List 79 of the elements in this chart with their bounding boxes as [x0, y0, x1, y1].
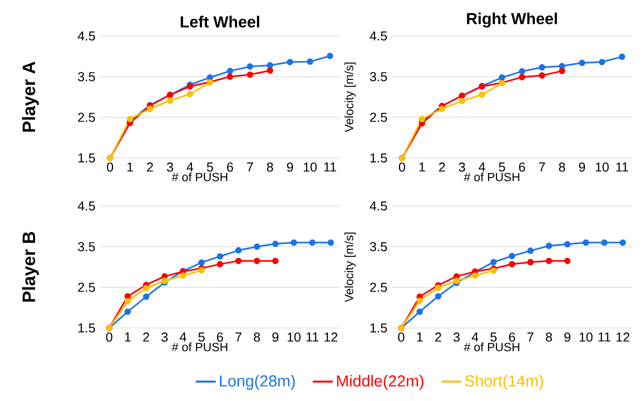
x-tick-label: 10	[288, 332, 301, 342]
x-tick-label: 7	[528, 332, 534, 342]
x-tick-label: 2	[147, 162, 153, 172]
x-tick-label: 5	[490, 332, 497, 342]
x-tick-label: 8	[546, 332, 552, 342]
y-tick-label: 2.5	[370, 282, 387, 292]
x-tick-label: 11	[598, 332, 610, 342]
y-tick-label: 3.5	[370, 72, 387, 82]
x-tick-label: 7	[236, 332, 242, 342]
y-tick-label: 4.5	[78, 31, 95, 41]
x-tick-label: 9	[287, 162, 293, 172]
y-tick-label: 1.5	[370, 153, 387, 163]
x-tick-label: 5	[198, 332, 205, 342]
x-tick-label: 3	[458, 162, 466, 172]
x-tick-label: 6	[227, 162, 234, 172]
x-tick-label: 8	[558, 162, 566, 172]
x-tick-label: 0	[398, 162, 406, 172]
x-tick-label: 1	[417, 332, 423, 342]
y-tick-label: 2.5	[78, 282, 95, 292]
x-axis-title: # of PUSH	[464, 172, 520, 182]
x-tick-label: 0	[398, 332, 404, 342]
y-tick-label: 2.5	[78, 112, 95, 122]
x-tick-label: 5	[206, 162, 214, 172]
x-tick-label: 3	[162, 332, 168, 342]
x-tick-label: 6	[519, 162, 526, 172]
x-tick-label: 5	[498, 162, 506, 172]
x-tick-label: 11	[306, 332, 318, 342]
x-tick-label: 0	[106, 162, 114, 172]
x-tick-label: 2	[439, 162, 445, 172]
text: Player A	[22, 62, 39, 132]
x-tick-label: 10	[596, 162, 609, 172]
x-tick-label: 8	[266, 162, 274, 172]
y-tick-label: 1.5	[78, 323, 95, 333]
x-tick-label: 4	[478, 162, 486, 172]
x-tick-label: 8	[254, 332, 260, 342]
x-tick-label: 4	[180, 332, 186, 342]
x-tick-label: 6	[217, 332, 224, 342]
x-tick-label: 9	[564, 332, 570, 342]
x-tick-label: 2	[435, 332, 442, 342]
x-tick-label: 2	[143, 332, 150, 342]
x-tick-label: 4	[186, 162, 194, 172]
x-tick-label: 11	[616, 162, 628, 172]
y-tick-label: 3.5	[78, 72, 95, 82]
x-axis-title: # of PUSH	[172, 172, 228, 182]
y-axis-title: Velocity [m/s]	[344, 62, 356, 132]
chart-title: Left Wheel	[180, 16, 260, 28]
legend-label: Long(28m)	[220, 374, 295, 390]
x-tick-label: 7	[247, 162, 253, 172]
y-axis-title: Velocity [m/s]	[344, 232, 356, 302]
x-tick-label: 1	[125, 332, 131, 342]
y-tick-label: 1.5	[370, 323, 387, 333]
legend-label: Short(14m)	[465, 374, 544, 390]
x-tick-label: 1	[419, 162, 425, 172]
y-tick-label: 4.5	[78, 201, 95, 211]
y-tick-label: 4.5	[370, 201, 387, 211]
text: Player B	[22, 232, 39, 302]
x-tick-label: 3	[454, 332, 460, 342]
x-tick-label: 4	[472, 332, 478, 342]
x-tick-label: 9	[579, 162, 585, 172]
x-tick-label: 10	[580, 332, 593, 342]
legend-label: Middle(22m)	[337, 374, 424, 390]
y-tick-label: 4.5	[370, 31, 387, 41]
x-tick-label: 3	[166, 162, 174, 172]
x-tick-label: 12	[616, 332, 630, 342]
x-tick-label: 6	[509, 332, 516, 342]
x-tick-label: 11	[324, 162, 336, 172]
x-tick-label: 10	[304, 162, 317, 172]
x-tick-label: 9	[272, 332, 278, 342]
x-tick-label: 1	[127, 162, 133, 172]
y-tick-label: 1.5	[78, 153, 95, 163]
x-axis-title: # of PUSH	[464, 342, 520, 352]
y-tick-label: 3.5	[78, 242, 95, 252]
x-tick-label: 12	[324, 332, 338, 342]
x-tick-label: 0	[106, 332, 112, 342]
y-tick-label: 3.5	[370, 242, 387, 252]
chart-title: Right Wheel	[467, 12, 557, 28]
x-axis-title: # of PUSH	[172, 342, 228, 352]
x-tick-label: 7	[539, 162, 545, 172]
y-tick-label: 2.5	[370, 112, 387, 122]
